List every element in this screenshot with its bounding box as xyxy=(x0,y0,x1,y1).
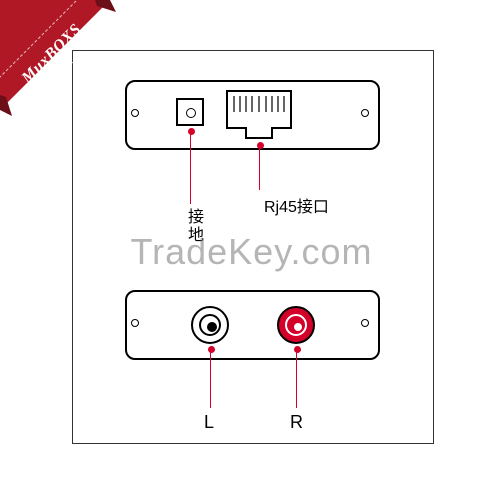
guide-right-channel xyxy=(296,348,297,408)
ground-terminal-inner xyxy=(186,108,196,118)
label-rj45: Rj45接口 xyxy=(264,193,329,217)
rj45-port xyxy=(226,90,292,140)
rca-left-dot xyxy=(207,322,217,332)
guide-ground-dot xyxy=(188,128,195,135)
screw-bottom-left xyxy=(131,319,139,327)
label-ground: 接地 xyxy=(181,208,205,244)
guide-left-dot xyxy=(208,346,215,353)
ground-terminal xyxy=(176,98,204,126)
rj45-svg xyxy=(226,90,292,140)
rca-right-dot xyxy=(293,322,303,332)
guide-right-dot xyxy=(294,346,301,353)
guide-ground xyxy=(190,130,191,204)
panel-bottom xyxy=(125,290,380,360)
guide-left-channel xyxy=(210,348,211,408)
rca-right xyxy=(277,306,315,344)
label-right-channel: R xyxy=(290,412,303,433)
rca-left xyxy=(191,306,229,344)
guide-rj45 xyxy=(259,144,260,190)
screw-bottom-right xyxy=(361,319,369,327)
corner-ribbon: MuxBOXS xyxy=(0,0,140,140)
screw-top-right xyxy=(361,109,369,117)
guide-rj45-dot xyxy=(257,142,264,149)
label-left-channel: L xyxy=(204,412,214,433)
